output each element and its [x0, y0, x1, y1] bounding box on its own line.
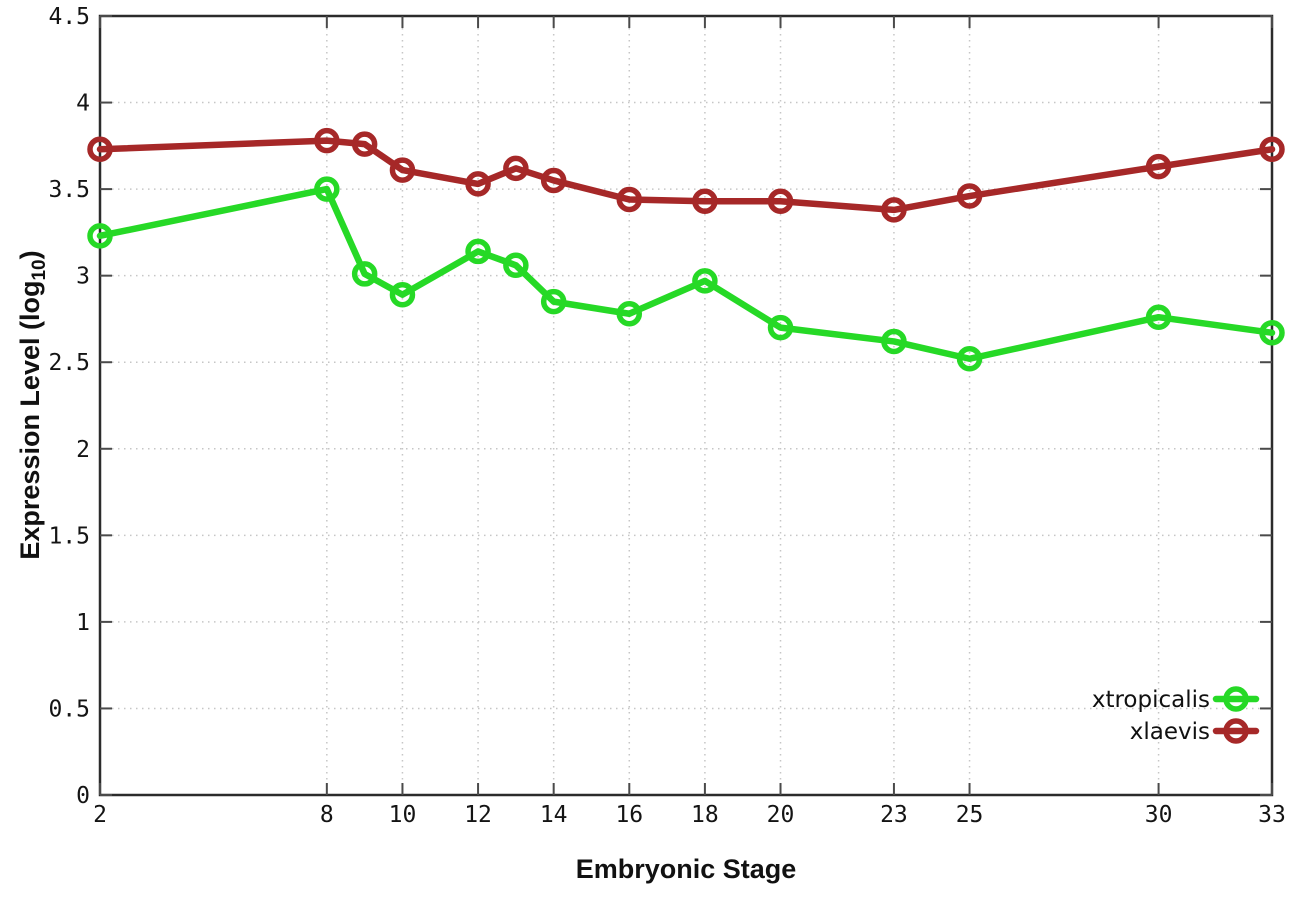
- data-point-xtropicalis-stage-10: [389, 281, 416, 308]
- x-tick-label: 23: [880, 802, 908, 828]
- y-tick-label: 2: [76, 437, 90, 463]
- y-tick-label: 1.5: [48, 523, 90, 549]
- x-tick-label: 20: [767, 802, 795, 828]
- legend-sample-marker-xtropicalis: [1223, 686, 1249, 712]
- y-tick-label: 1: [76, 610, 90, 636]
- y-tick-label: 2.5: [48, 350, 90, 376]
- data-point-xlaevis-stage-9: [351, 131, 378, 157]
- x-tick-label: 8: [320, 802, 334, 828]
- data-point-xlaevis-stage-10: [389, 157, 416, 183]
- data-point-xtropicalis-stage-12: [465, 238, 491, 265]
- series-line-xtropicalis: [96, 185, 1276, 363]
- data-point-xlaevis-stage-16: [616, 186, 643, 213]
- x-axis-title: Embryonic Stage: [575, 854, 797, 884]
- data-point-xlaevis-stage-13: [503, 155, 529, 182]
- plot-border: [98, 14, 1274, 797]
- data-point-xlaevis-stage-8: [314, 127, 340, 154]
- y-tick-label: 0: [76, 783, 90, 809]
- y-axis-title-text: Expression Level (log: [15, 280, 45, 560]
- data-point-xtropicalis-stage-20: [767, 314, 794, 341]
- legend-sample-marker-xlaevis: [1223, 718, 1249, 744]
- data-point-xlaevis-stage-25: [956, 183, 983, 209]
- data-point-xtropicalis-stage-8: [314, 176, 340, 202]
- x-tick-label: 14: [540, 802, 568, 828]
- y-tick-label: 4: [76, 91, 90, 117]
- data-point-xtropicalis-stage-30: [1145, 304, 1172, 330]
- y-tick-label: 3.5: [48, 177, 90, 203]
- y-tick-label: 4.5: [48, 4, 90, 30]
- data-point-xlaevis-stage-14: [540, 167, 567, 194]
- data-point-xtropicalis-stage-23: [881, 328, 907, 355]
- data-point-xlaevis-stage-18: [692, 188, 718, 214]
- legend-label-xtropicalis: xtropicalis: [1092, 687, 1210, 713]
- data-point-xtropicalis-stage-16: [616, 301, 643, 327]
- data-point-xlaevis-stage-12: [465, 171, 491, 197]
- y-axis-title-subscript: 10: [29, 259, 50, 281]
- data-point-xlaevis-stage-30: [1145, 153, 1172, 180]
- data-point-xlaevis-stage-23: [881, 197, 907, 223]
- y-tick-label: 3: [76, 264, 90, 290]
- y-axis-title-suffix: ): [15, 250, 45, 260]
- data-point-xtropicalis-stage-14: [540, 288, 567, 315]
- legend-label-xlaevis: xlaevis: [1130, 719, 1210, 745]
- x-tick-label: 33: [1258, 802, 1286, 828]
- y-axis-title: Expression Level (log10): [13, 195, 50, 615]
- x-tick-label: 30: [1145, 802, 1173, 828]
- data-point-xtropicalis-stage-25: [956, 346, 983, 372]
- data-point-xlaevis-stage-2: [87, 136, 113, 163]
- x-tick-label: 25: [956, 802, 984, 828]
- y-tick-label: 0.5: [48, 696, 90, 722]
- x-tick-label: 18: [691, 802, 719, 828]
- data-point-xtropicalis-stage-13: [503, 252, 529, 279]
- data-point-xlaevis-stage-20: [767, 188, 794, 214]
- x-tick-label: 12: [464, 802, 492, 828]
- data-point-xtropicalis-stage-9: [351, 261, 378, 287]
- data-point-xtropicalis-stage-18: [692, 268, 718, 294]
- x-tick-label: 2: [93, 802, 107, 828]
- x-tick-label: 16: [615, 802, 643, 828]
- data-point-xtropicalis-stage-2: [87, 223, 113, 249]
- x-tick-label: 10: [389, 802, 417, 828]
- data-point-xlaevis-stage-33: [1259, 136, 1285, 163]
- data-point-xtropicalis-stage-33: [1259, 320, 1285, 346]
